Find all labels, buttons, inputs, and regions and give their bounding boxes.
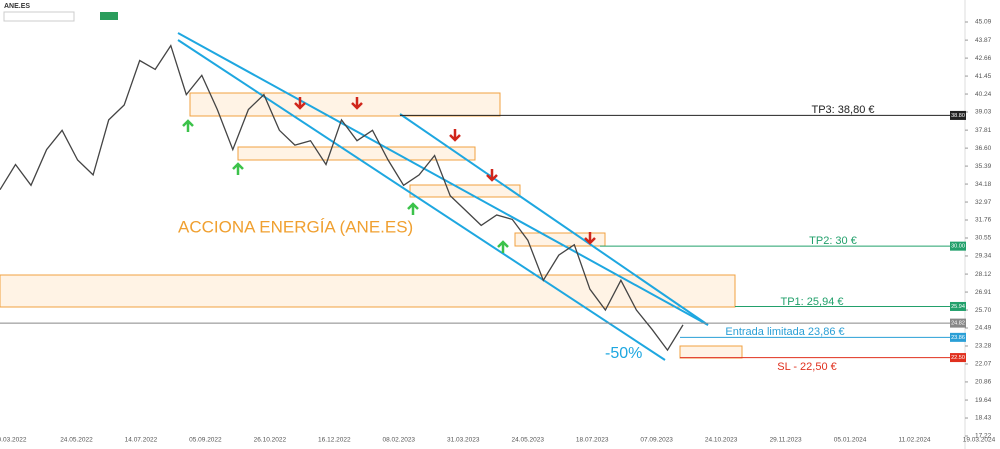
x-tick-label: 14.07.2022: [125, 437, 158, 444]
up-arrow: [497, 240, 509, 253]
x-tick-label: 16.12.2022: [318, 437, 351, 444]
y-tick-label: 30.55: [975, 235, 992, 242]
y-tick-label: 22.07: [975, 361, 992, 368]
x-tick-label: 08.02.2023: [383, 437, 416, 444]
y-tick-label: 45.09: [975, 19, 992, 26]
price-badge: [950, 110, 966, 120]
x-tick-label: 31.03.2023: [447, 437, 480, 444]
annotation: -50%: [605, 345, 642, 362]
x-tick-label: 24.05.2023: [511, 437, 544, 444]
y-tick-label: 43.87: [975, 37, 992, 44]
price-badge: [950, 318, 966, 328]
zone: [514, 232, 606, 247]
y-tick-label: 32.97: [975, 199, 992, 206]
level-label: SL - 22,50 €: [777, 361, 837, 373]
price-badge: [950, 241, 966, 251]
level-label: Entrada limitada 23,86 €: [725, 326, 844, 338]
price-badge-label: 25.94: [951, 304, 965, 310]
toolbar-button[interactable]: [100, 12, 118, 20]
toolbar: ANE.ES: [3, 3, 118, 22]
toolbar-input[interactable]: [3, 11, 75, 22]
x-tick-label: 0.03.2022: [0, 437, 27, 444]
zones: [0, 92, 743, 359]
y-tick-label: 31.76: [975, 217, 992, 224]
y-tick-label: 24.49: [975, 325, 992, 332]
zone: [237, 146, 476, 161]
price-badge: [950, 353, 966, 363]
x-tick-label: 24.05.2022: [60, 437, 93, 444]
price-badge-label: 38.80: [951, 113, 965, 119]
price-badge: [950, 332, 966, 342]
y-tick-label: 25.70: [975, 307, 992, 314]
up-arrow: [182, 119, 194, 132]
chart-title: ACCIONA ENERGÍA (ANE.ES): [178, 217, 413, 236]
channel-line: [177, 32, 709, 326]
y-tick-label: 20.86: [975, 379, 992, 386]
up-arrow: [407, 202, 419, 215]
price-badge-label: 24.82: [951, 321, 965, 327]
price-badge: [950, 301, 966, 311]
x-tick-label: 11.02.2024: [899, 437, 931, 444]
x-tick-label: 07.09.2023: [640, 437, 673, 444]
x-tick-label: 05.09.2022: [189, 437, 222, 444]
x-tick-label: 29.11.2023: [770, 437, 802, 444]
y-tick-label: 37.81: [975, 127, 992, 134]
channel-line: [399, 113, 709, 326]
y-tick-label: 28.12: [975, 271, 992, 278]
level-label: TP3: 38,80 €: [812, 104, 875, 116]
price-line: [0, 44, 684, 352]
down-arrow: [449, 129, 461, 142]
down-arrow: [294, 97, 306, 110]
zone: [0, 274, 736, 308]
y-tick-label: 36.60: [975, 145, 992, 152]
x-tick-label: 19.03.2024: [963, 437, 996, 444]
level-label: TP2: 30 €: [809, 235, 857, 247]
y-tick-label: 34.18: [975, 181, 992, 188]
symbol: ANE.ES: [4, 3, 30, 10]
price-badge-label: 23.86: [951, 335, 965, 341]
channels: [177, 32, 709, 361]
down-arrow: [351, 97, 363, 110]
y-tick-label: 26.91: [975, 289, 992, 296]
y-tick-label: 19.64: [975, 397, 992, 404]
y-tick-label: 42.66: [975, 55, 992, 62]
y-tick-label: 29.34: [975, 253, 992, 260]
level-label: TP1: 25,94 €: [781, 296, 844, 308]
down-arrow: [584, 232, 596, 245]
y-tick-label: 18.43: [975, 415, 992, 422]
down-arrow: [486, 169, 498, 182]
zone: [679, 345, 743, 359]
y-tick-label: 39.03: [975, 109, 992, 116]
price-badge-label: 22.50: [951, 355, 965, 361]
price-badge-label: 30.00: [951, 244, 965, 250]
up-arrow: [232, 162, 244, 175]
y-tick-label: 41.45: [975, 73, 992, 80]
zone: [189, 92, 501, 117]
y-tick-label: 17.22: [975, 433, 992, 440]
arrows: [182, 97, 596, 253]
x-tick-label: 26.10.2022: [254, 437, 287, 444]
y-tick-label: 23.28: [975, 343, 992, 350]
y-tick-label: 40.24: [975, 91, 992, 98]
y-tick-label: 35.39: [975, 163, 992, 170]
x-tick-label: 24.10.2023: [705, 437, 738, 444]
x-tick-label: 18.07.2023: [576, 437, 609, 444]
x-tick-label: 05.01.2024: [834, 437, 867, 444]
channel-line: [177, 39, 666, 361]
